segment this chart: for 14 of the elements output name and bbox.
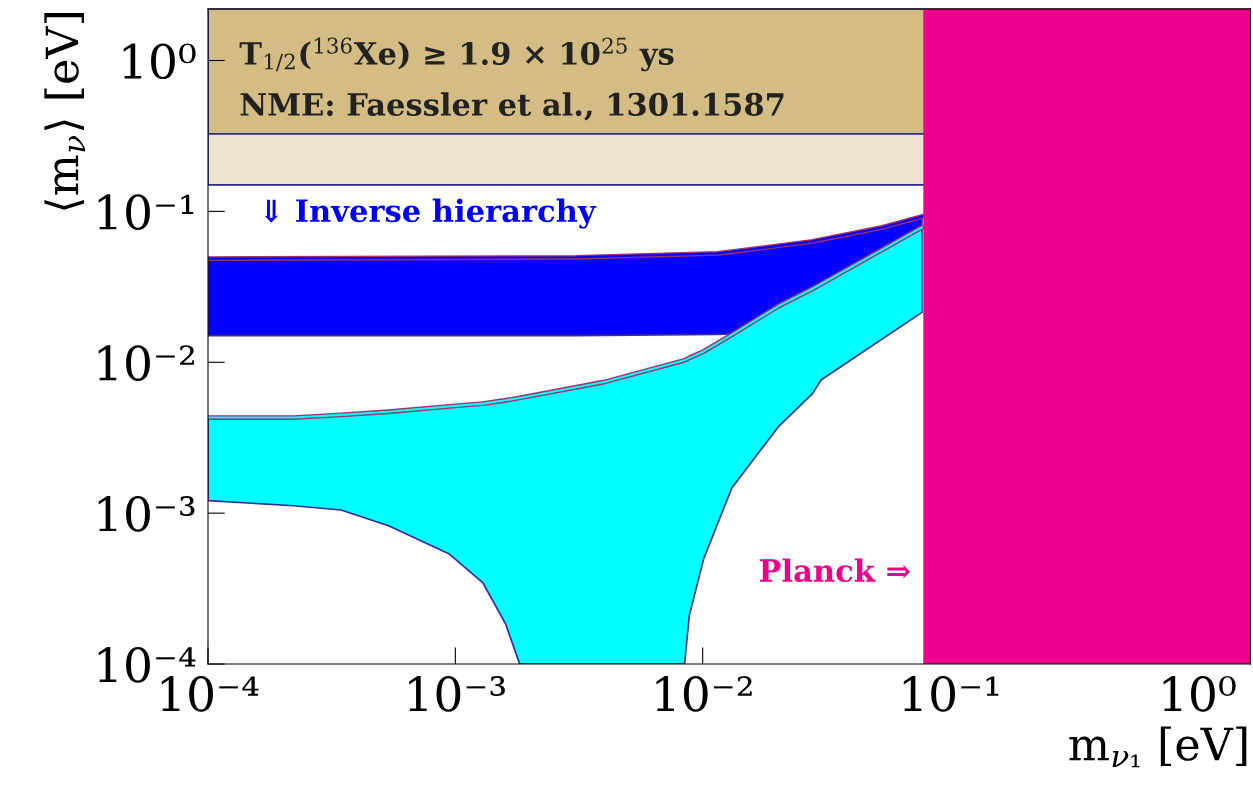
x-tick-label: 10⁰ [1163, 676, 1236, 712]
series-label: ⇓ Inverse hierarchy [265, 198, 597, 229]
annotation: T$_{1/2}$($^{136}$Xe) ≥ 1.9 × 10$^{25}$ ys [239, 37, 674, 72]
x-tick-label: 10⁻³ [409, 676, 505, 712]
annotation: NME: Faessler et al., 1301.1587 [240, 92, 784, 121]
x-tick-label: 10⁻² [656, 676, 752, 712]
y-tick-label: 10⁻¹ [98, 194, 194, 230]
y-tick-label: 10⁻³ [98, 496, 195, 532]
band-label: Planck ⇒ [759, 558, 911, 583]
y-tick-label: 10⁰ [123, 43, 196, 80]
y-tick-label: 10⁻² [98, 345, 194, 381]
x-tick-label: 10⁻¹ [903, 676, 999, 712]
x-axis-title: m$_{ν₁}$ [eV] [1069, 726, 1247, 768]
y-axis-title: ⟨m$_{ν}$⟩ [eV] [44, 13, 86, 210]
